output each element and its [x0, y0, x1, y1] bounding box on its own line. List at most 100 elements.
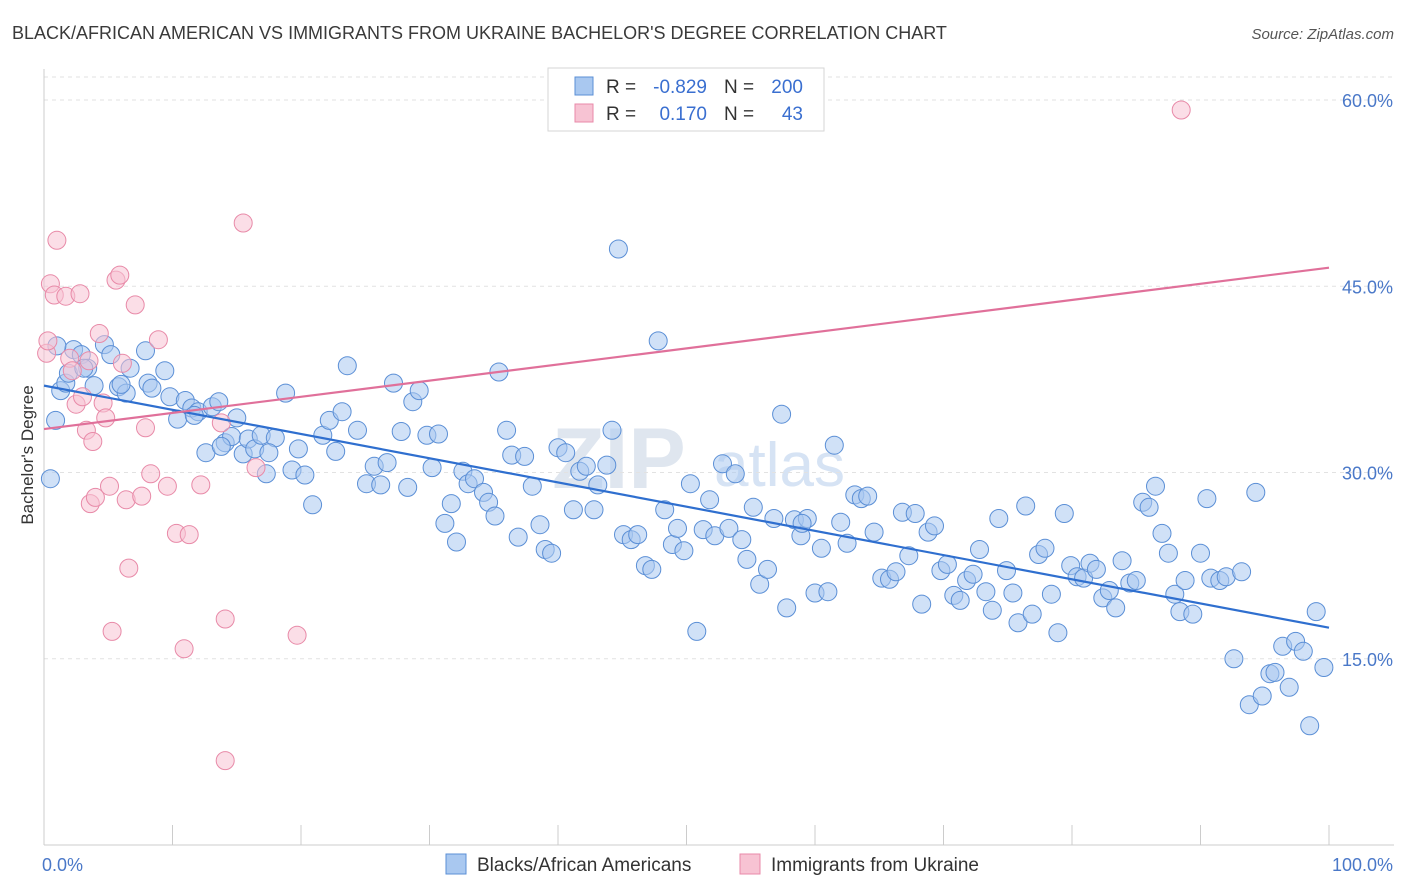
point-s0-139	[963, 564, 983, 584]
point-s0-131	[912, 594, 932, 614]
point-s1-40	[1171, 100, 1191, 120]
point-s1-8	[70, 284, 90, 304]
point-s0-129	[899, 546, 919, 566]
point-s0-43	[332, 402, 352, 422]
axes	[43, 69, 1394, 846]
point-s0-17	[155, 361, 175, 381]
point-s0-140	[970, 540, 989, 559]
point-s0-141	[976, 582, 996, 602]
stats-n-label-blue: N =	[724, 77, 754, 98]
point-s1-14	[89, 324, 109, 343]
point-s0-63	[465, 469, 484, 489]
point-s0-123	[858, 486, 878, 506]
chart-title: BLACK/AFRICAN AMERICAN VS IMMIGRANTS FRO…	[12, 23, 947, 43]
point-s0-102	[719, 518, 739, 538]
point-s0-57	[429, 424, 448, 444]
point-s0-190	[1300, 716, 1320, 736]
point-s0-106	[743, 497, 763, 517]
point-s0-52	[398, 477, 418, 497]
point-s0-105	[737, 549, 757, 569]
point-s0-118	[824, 435, 844, 455]
point-s0-16	[142, 378, 162, 398]
point-s0-153	[1054, 504, 1074, 523]
y-tick-label-2: 45.0%	[1342, 277, 1393, 297]
point-s0-145	[1003, 583, 1023, 603]
point-s1-18	[102, 621, 122, 641]
point-s0-1	[46, 410, 66, 430]
point-s0-75	[542, 543, 562, 563]
point-s0-96	[680, 474, 700, 494]
point-s0-90	[642, 559, 662, 579]
point-s1-35	[215, 609, 235, 629]
series-0-points	[40, 239, 1334, 736]
point-s0-51	[391, 422, 411, 441]
point-s0-147	[1016, 496, 1036, 516]
point-s0-119	[831, 512, 851, 532]
point-s1-34	[211, 413, 231, 433]
point-s0-50	[384, 373, 403, 393]
point-s0-84	[602, 420, 622, 440]
series-1-points	[37, 100, 1191, 771]
legend-swatch-ukraine	[739, 853, 761, 875]
stats-swatch-pink	[574, 103, 594, 123]
point-s0-70	[508, 527, 528, 547]
point-s0-54	[409, 381, 429, 401]
legend-swatch-blacks	[445, 853, 467, 875]
y-tick-labels: 15.0% 30.0% 45.0% 60.0%	[1342, 91, 1393, 670]
point-s0-182	[1246, 482, 1266, 502]
point-s0-197	[211, 436, 231, 456]
x-tick-labels: 0.0% 100.0%	[42, 855, 1393, 875]
point-s0-60	[447, 532, 466, 552]
stats-legend: R = -0.829 N = 200 R = 0.170 N = 43	[547, 67, 825, 132]
point-s0-143	[989, 509, 1009, 528]
point-s1-33	[191, 475, 211, 495]
point-s0-68	[497, 420, 517, 440]
point-s0-85	[608, 239, 628, 259]
point-s1-13	[85, 487, 105, 507]
point-s0-42	[326, 441, 346, 461]
point-s0-185	[1265, 662, 1285, 682]
point-s1-29	[157, 476, 177, 496]
point-s1-3	[47, 230, 67, 250]
point-s0-110	[772, 404, 792, 424]
point-s0-130	[905, 504, 925, 523]
stats-r-label-pink: R =	[606, 104, 636, 125]
point-s0-39	[303, 495, 323, 515]
point-s0-45	[348, 420, 367, 440]
point-s1-31	[174, 639, 194, 659]
point-s0-103	[725, 464, 745, 484]
x-tick-label-1: 100.0%	[1332, 855, 1393, 875]
point-s0-78	[563, 500, 583, 520]
x-tick-label-0: 0.0%	[42, 855, 83, 875]
point-s0-187	[1279, 677, 1299, 697]
bottom-legend: Blacks/African Americans Immigrants from…	[445, 853, 979, 876]
point-s0-97	[687, 621, 707, 641]
point-s0-15	[136, 341, 155, 361]
point-s0-38	[295, 465, 315, 485]
point-s1-41	[79, 351, 99, 371]
point-s1-28	[148, 330, 168, 350]
point-s0-142	[982, 600, 1002, 620]
legend-label-blacks: Blacks/African Americans	[477, 855, 691, 876]
point-s0-77	[556, 443, 576, 463]
point-s1-42	[38, 331, 58, 351]
point-s1-6	[62, 361, 82, 381]
point-s0-162	[1112, 551, 1132, 571]
point-s1-20	[110, 265, 130, 285]
point-s0-44	[337, 356, 357, 376]
point-s0-48	[371, 475, 391, 495]
chart-source: Source: ZipAtlas.com	[1251, 26, 1394, 43]
point-s0-144	[997, 561, 1016, 581]
point-s0-111	[777, 598, 797, 618]
point-s0-172	[1175, 571, 1195, 590]
point-s1-23	[119, 558, 139, 578]
trend-line-0	[43, 384, 1330, 629]
point-s1-38	[246, 458, 266, 478]
point-s0-101	[713, 454, 732, 474]
point-s0-58	[435, 513, 455, 533]
point-s0-195	[111, 374, 131, 394]
point-s0-189	[1293, 641, 1313, 661]
point-s0-124	[864, 522, 884, 542]
point-s0-91	[648, 331, 668, 351]
